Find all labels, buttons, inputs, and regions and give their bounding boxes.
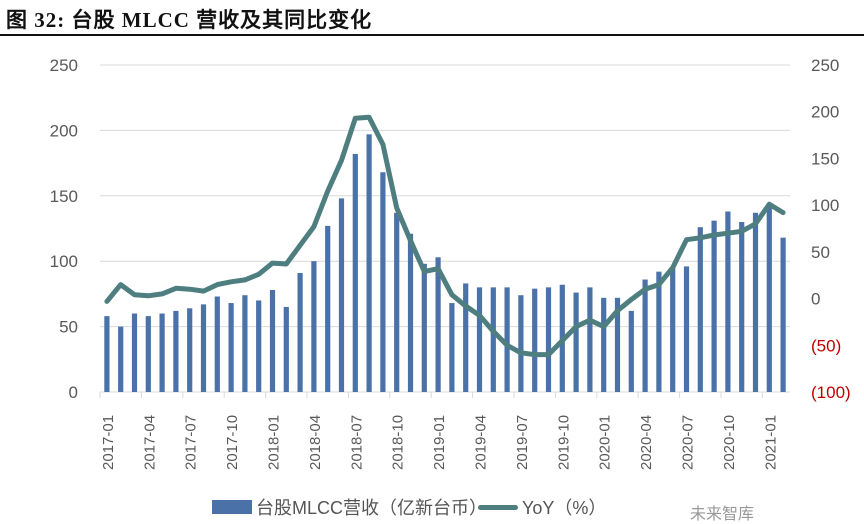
revenue-bar xyxy=(311,261,317,392)
x-axis-tick-label: 2018-04 xyxy=(307,415,324,470)
revenue-bar xyxy=(421,263,427,392)
x-axis-tick-label: 2020-07 xyxy=(680,415,697,470)
right-axis-tick-label: (50) xyxy=(811,336,841,355)
chart-legend: 台股MLCC营收（亿新台币） YoY（%） xyxy=(0,494,864,521)
revenue-bar xyxy=(725,211,731,392)
left-axis-tick-label: 250 xyxy=(50,56,78,75)
revenue-bar xyxy=(587,287,593,392)
left-axis-tick-label: 0 xyxy=(69,383,78,402)
revenue-bar xyxy=(670,267,676,392)
revenue-bar xyxy=(131,313,138,392)
x-axis-tick-label: 2019-01 xyxy=(431,415,448,470)
x-axis-tick-label: 2018-07 xyxy=(348,415,365,470)
revenue-bar xyxy=(352,153,358,392)
right-axis-tick-label: 100 xyxy=(811,196,839,215)
revenue-bar xyxy=(269,289,276,392)
revenue-bar xyxy=(283,306,289,392)
revenue-bar xyxy=(214,296,220,392)
x-axis-tick-label: 2019-04 xyxy=(473,415,490,470)
revenue-yoy-chart: 0 50 100 150 200 250 (100) (50) 0 50 100 150 200 250 2… xyxy=(50,56,851,470)
revenue-bar xyxy=(463,283,469,392)
revenue-bar xyxy=(697,227,703,392)
x-axis-tick-label: 2019-07 xyxy=(514,415,531,470)
right-axis-tick-label: 250 xyxy=(811,56,839,75)
revenue-bar xyxy=(145,316,151,392)
revenue-bar xyxy=(242,295,248,392)
revenue-bar xyxy=(435,257,441,392)
revenue-bar xyxy=(118,326,124,392)
yoy-line xyxy=(104,114,786,358)
x-axis-tick-label: 2020-01 xyxy=(597,415,614,470)
revenue-bar xyxy=(780,237,786,392)
left-axis-tick-label: 200 xyxy=(50,121,78,140)
revenue-bar xyxy=(407,233,414,392)
revenue-bar xyxy=(449,303,455,392)
revenue-bar xyxy=(628,310,634,392)
x-axis-tick-label: 2020-04 xyxy=(638,415,655,470)
x-axis-tick-label: 2018-10 xyxy=(390,415,407,470)
revenue-bar xyxy=(683,266,690,392)
revenue-bar xyxy=(656,271,662,392)
figure-title: 图 32: 台股 MLCC 营收及其同比变化 xyxy=(6,8,373,32)
revenue-bar xyxy=(711,220,717,392)
revenue-bar xyxy=(518,295,524,392)
legend-item-revenue: 台股MLCC营收（亿新台币） xyxy=(212,494,487,520)
x-axis-tick-label: 2021-01 xyxy=(762,415,779,470)
revenue-bar xyxy=(380,172,386,392)
x-axis-tick-label: 2019-10 xyxy=(555,415,572,470)
watermark: 未来智库 xyxy=(690,506,755,523)
revenue-bar xyxy=(601,297,607,392)
revenue-bar xyxy=(766,203,772,392)
revenue-bar xyxy=(642,279,648,392)
legend-item-yoy: YoY（%） xyxy=(478,494,606,520)
legend-label-yoy: YoY（%） xyxy=(522,498,607,518)
right-axis-tick-label: (100) xyxy=(811,383,851,402)
revenue-bar xyxy=(490,287,496,392)
x-axis-tick-label: 2017-10 xyxy=(224,415,241,470)
bar-swatch-icon xyxy=(212,500,252,514)
x-axis-tick-label: 2017-04 xyxy=(141,415,158,470)
revenue-bar xyxy=(366,134,372,392)
revenue-bar xyxy=(338,198,345,392)
revenue-bar xyxy=(532,288,538,392)
revenue-bar xyxy=(614,297,621,392)
revenue-bar xyxy=(173,310,179,392)
revenue-bar xyxy=(504,287,510,392)
left-axis-tick-label: 150 xyxy=(50,187,78,206)
left-axis-tick-label: 100 xyxy=(50,252,78,271)
revenue-bar xyxy=(752,212,759,392)
legend-label-revenue: 台股MLCC营收（亿新台币） xyxy=(256,498,488,518)
title-underline xyxy=(0,34,864,36)
x-axis-tick-label: 2018-01 xyxy=(266,415,283,470)
revenue-bar xyxy=(228,303,234,392)
revenue-bar xyxy=(256,300,262,392)
revenue-bar xyxy=(325,225,331,392)
revenue-bar xyxy=(739,221,745,392)
revenue-bar xyxy=(394,212,400,392)
left-axis-tick-label: 50 xyxy=(59,318,78,337)
revenue-bar xyxy=(159,313,165,392)
right-axis-tick-label: 150 xyxy=(811,149,839,168)
revenue-bar xyxy=(545,287,552,392)
x-axis-tick-label: 2017-07 xyxy=(183,415,200,470)
revenue-bar xyxy=(476,287,483,392)
x-axis-tick-label: 2020-10 xyxy=(721,415,738,470)
right-axis-tick-label: 0 xyxy=(811,290,820,309)
revenue-bar xyxy=(200,304,207,392)
revenue-bar xyxy=(187,308,193,392)
line-swatch-icon xyxy=(478,504,518,510)
right-axis-tick-label: 50 xyxy=(811,243,830,262)
revenue-bar xyxy=(297,272,303,392)
revenue-bar xyxy=(104,316,110,392)
right-axis-tick-label: 200 xyxy=(811,103,839,122)
revenue-bar xyxy=(573,292,579,392)
figure-title-bar: 图 32: 台股 MLCC 营收及其同比变化 xyxy=(0,0,864,36)
x-axis-tick-label: 2017-01 xyxy=(100,415,117,470)
